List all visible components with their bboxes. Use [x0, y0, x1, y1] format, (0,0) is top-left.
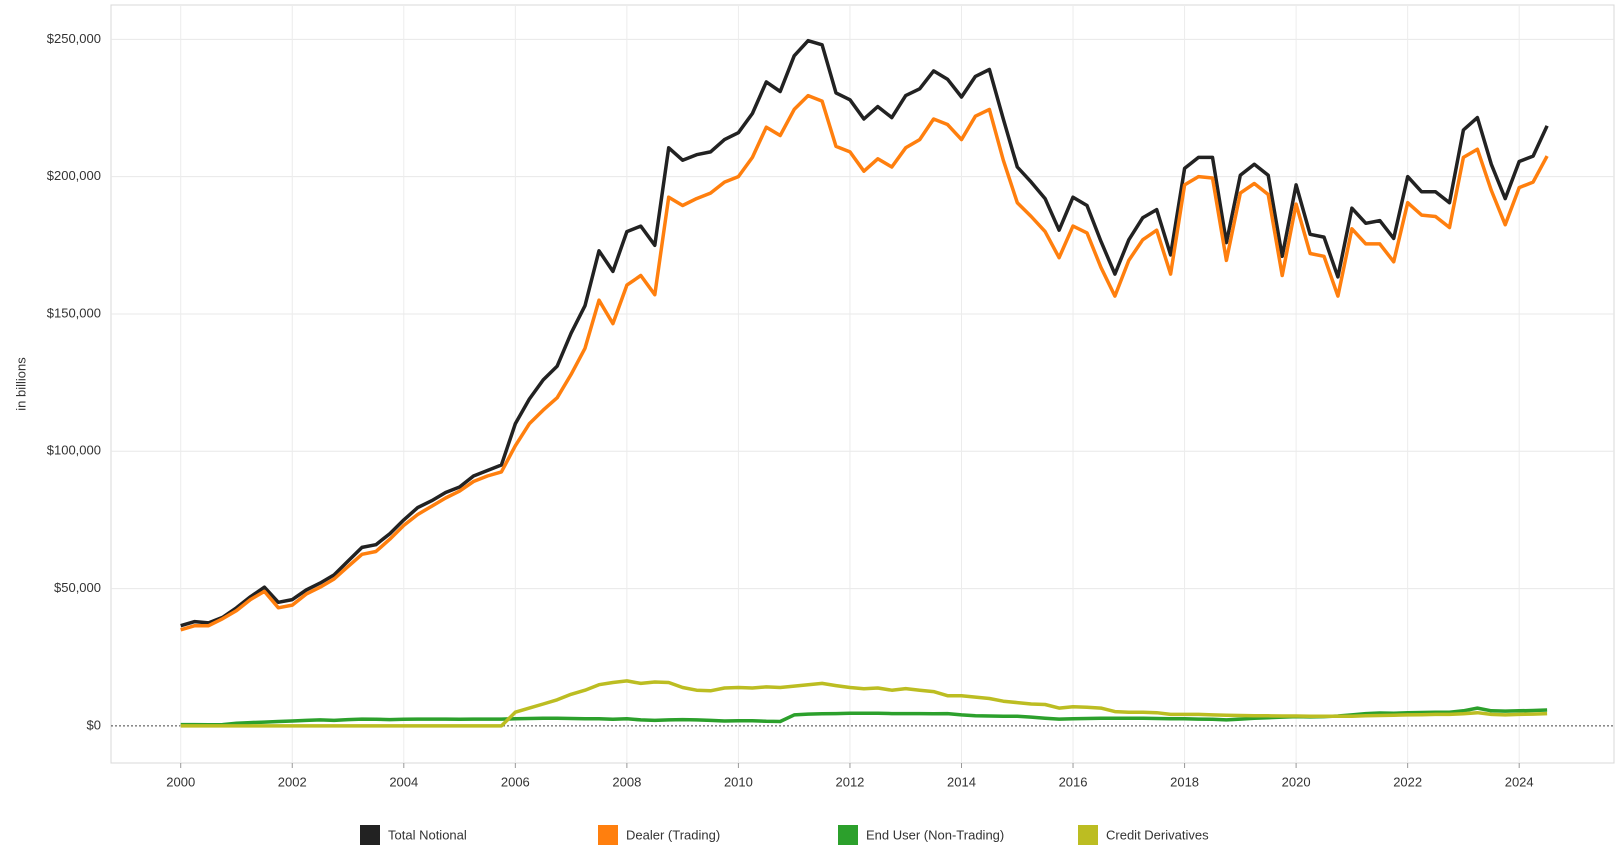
- legend-label: Total Notional: [388, 827, 467, 842]
- legend-swatch: [1078, 825, 1098, 845]
- y-tick-label: $200,000: [47, 168, 101, 183]
- y-tick-label: $50,000: [54, 580, 101, 595]
- y-tick-label: $100,000: [47, 443, 101, 458]
- legend-label: Dealer (Trading): [626, 827, 720, 842]
- line: [180, 679, 1548, 728]
- x-tick-label: 2008: [612, 774, 641, 789]
- plot-frame: [110, 4, 1615, 764]
- x-tick-label: 2010: [724, 774, 753, 789]
- x-tick-label: 2024: [1505, 774, 1534, 789]
- y-tick-label: $150,000: [47, 305, 101, 320]
- x-tick-label: 2020: [1282, 774, 1311, 789]
- x-tick-label: 2012: [835, 774, 864, 789]
- x-tick-label: 2004: [389, 774, 418, 789]
- y-tick-label: $250,000: [47, 31, 101, 46]
- legend-swatch: [838, 825, 858, 845]
- x-tick-label: 2022: [1393, 774, 1422, 789]
- y-tick-label: $0: [87, 717, 101, 732]
- x-tick-label: 2016: [1059, 774, 1088, 789]
- legend-swatch: [360, 825, 380, 845]
- x-tick-label: 2014: [947, 774, 976, 789]
- x-tick-label: 2006: [501, 774, 530, 789]
- x-tick-label: 2002: [278, 774, 307, 789]
- y-axis-label: in billions: [13, 357, 28, 411]
- line: [180, 38, 1549, 628]
- legend-label: Credit Derivatives: [1106, 827, 1209, 842]
- line: [180, 93, 1549, 632]
- x-tick-label: 2018: [1170, 774, 1199, 789]
- legend-label: End User (Non-Trading): [866, 827, 1004, 842]
- x-tick-label: 2000: [166, 774, 195, 789]
- legend-swatch: [598, 825, 618, 845]
